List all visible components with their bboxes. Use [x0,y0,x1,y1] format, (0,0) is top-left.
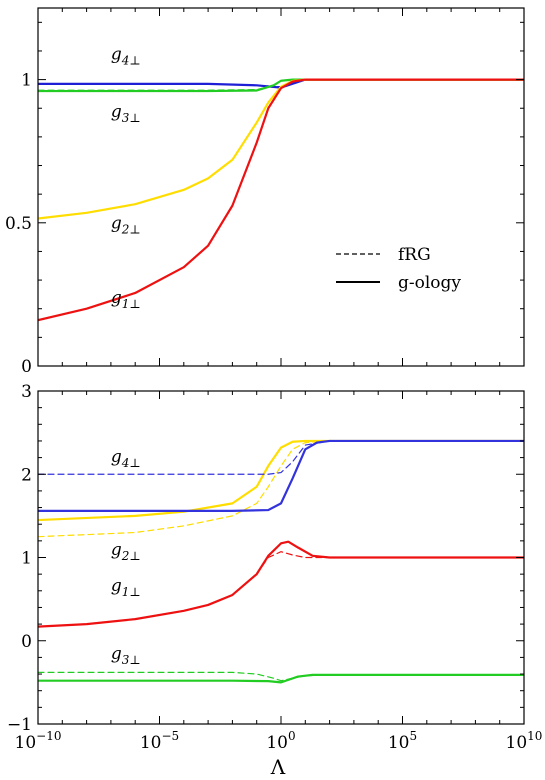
x-tick-label: 10−5 [140,729,179,753]
curve-label-g4: g4⊥ [111,45,141,68]
series-line-solid-6 [38,78,524,322]
legend: fRG g-ology [336,245,461,293]
series-line-dashed-2 [38,440,524,538]
series-line-dashed-7 [38,671,524,682]
series-line-solid-4 [38,439,524,512]
x-tick-label: 105 [388,729,417,753]
curve-label-g1: g1⊥ [111,288,141,311]
y-tick-label: 3 [21,382,32,402]
legend-label: fRG [398,245,431,265]
series-line-dashed-6 [38,551,524,628]
y-tick-label: 1 [21,71,32,91]
x-tick-label: 1010 [506,729,543,753]
y-tick-label: 1 [21,549,32,569]
bottom-panel: −1 0 1 2 3 10−10 10−5 100 105 1010 g4⊥ g2⊥ g1⊥ g3⊥ [7,382,543,753]
y-tick-label: 0.5 [5,214,32,234]
series-line-dashed-4 [38,79,524,91]
series-line-solid-8 [38,673,524,684]
curve-label-g2: g2⊥ [111,214,141,237]
x-axis-label: Λ [270,755,286,779]
y-tick-label: 2 [21,465,32,485]
x-tick-label: 10−10 [15,729,62,753]
top-panel: 0 0.5 1 g4⊥ g3⊥ g2⊥ g1⊥ fRG g-ology [5,7,525,377]
x-tick-label: 100 [266,729,295,753]
curve-label-g3: g3⊥ [111,102,141,125]
y-tick-label: 0 [21,357,32,377]
curve-label-g3: g3⊥ [111,644,141,667]
curve-label-g1: g1⊥ [111,576,141,599]
series-line-solid-1 [38,439,524,522]
y-tick-label: 0 [21,632,32,652]
curve-label-g4: g4⊥ [111,447,141,470]
y-tick-label: −1 [7,715,32,735]
series-line-solid-5 [38,78,524,220]
legend-label: g-ology [398,273,461,293]
curve-label-g2: g2⊥ [111,540,141,563]
